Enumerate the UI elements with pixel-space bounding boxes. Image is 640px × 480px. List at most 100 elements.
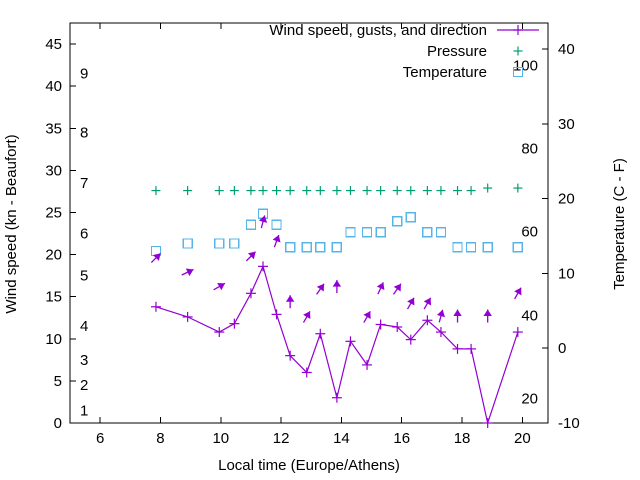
arrow-head xyxy=(393,283,401,292)
legend-label-1[interactable]: Pressure xyxy=(427,43,487,60)
temperature-point xyxy=(182,238,193,249)
arrow-head xyxy=(407,297,415,306)
arrow-head xyxy=(483,309,492,317)
temperature-point xyxy=(245,219,257,231)
x-tick-label: 16 xyxy=(393,430,410,447)
series-temperature xyxy=(150,208,523,257)
wind-direction-arrow xyxy=(514,287,522,300)
y-tick-label: 25 xyxy=(45,204,62,221)
arrow-head xyxy=(247,251,256,260)
arrow-head xyxy=(272,234,281,243)
series-pressure xyxy=(151,183,523,196)
temperature-point xyxy=(375,227,386,238)
x-tick-label: 20 xyxy=(514,430,531,447)
x-tick-label: 8 xyxy=(156,430,164,447)
beaufort-label: 9 xyxy=(80,66,88,83)
y2-tick-label: 40 xyxy=(558,41,575,58)
x-axis-title: Local time (Europe/Athens) xyxy=(218,457,400,474)
y-axis-right-title: Temperature (C - F) xyxy=(611,158,628,290)
y2-tick-label: 20 xyxy=(558,191,575,208)
y-tick-label: 20 xyxy=(45,247,62,264)
wind-direction-arrow xyxy=(436,309,445,323)
x-tick-label: 6 xyxy=(96,430,104,447)
fahrenheit-label: 20 xyxy=(521,390,538,407)
data-series xyxy=(150,183,523,428)
wind-direction-arrow xyxy=(332,280,342,294)
wind-direction-arrow xyxy=(181,268,194,277)
beaufort-label: 8 xyxy=(80,124,88,141)
x-tick-label: 14 xyxy=(333,430,350,447)
x-tick-label: 18 xyxy=(454,430,471,447)
beaufort-label: 1 xyxy=(80,402,88,419)
wind-direction-arrow xyxy=(258,215,268,229)
temperature-point xyxy=(271,219,282,231)
arrow-head xyxy=(332,280,342,287)
arrow-head xyxy=(217,282,225,291)
legend-label-2[interactable]: Temperature xyxy=(403,64,487,81)
legend-square-marker xyxy=(512,66,524,78)
temperature-point xyxy=(392,215,403,227)
temperature-point xyxy=(422,227,433,238)
y-tick-label: 40 xyxy=(45,78,62,95)
fahrenheit-label: 40 xyxy=(521,307,538,324)
y-tick-label: 0 xyxy=(54,415,62,432)
y2-tick-label: -10 xyxy=(558,415,580,432)
arrow-head xyxy=(423,297,432,306)
beaufort-label: 7 xyxy=(80,175,88,192)
x-axis-ticks: 6 8 10 12 14 16 18 20 xyxy=(96,23,531,447)
beaufort-label: 2 xyxy=(80,377,88,394)
temperature-point xyxy=(405,212,416,223)
temperature-point xyxy=(285,242,296,253)
arrow-head xyxy=(185,268,194,277)
y-tick-label: 15 xyxy=(45,289,62,306)
beaufort-label: 6 xyxy=(80,226,88,243)
wind-direction-arrow xyxy=(376,282,385,295)
temperature-point xyxy=(435,227,447,238)
y-axis-left-ticks: 0 5 10 15 20 25 30 35 40 45 xyxy=(45,36,76,432)
temperature-point xyxy=(214,238,225,249)
fahrenheit-label: 60 xyxy=(521,224,538,241)
wind-direction-arrow xyxy=(392,283,402,295)
wind-direction-arrow xyxy=(406,297,415,310)
arrow-head xyxy=(514,287,522,296)
temperature-point xyxy=(465,242,477,253)
y-tick-label: 45 xyxy=(45,36,62,53)
arrow-head xyxy=(376,282,385,291)
y2-tick-label: 0 xyxy=(558,340,566,357)
temperature-point xyxy=(229,238,240,249)
temperature-point xyxy=(315,242,326,253)
y-tick-label: 35 xyxy=(45,120,62,137)
beaufort-label: 3 xyxy=(80,352,88,369)
arrow-head xyxy=(303,311,311,319)
wind-direction-arrow xyxy=(423,297,432,310)
y-tick-label: 10 xyxy=(45,331,62,348)
arrow-head xyxy=(453,309,462,317)
y-axis-left-title: Wind speed (kn - Beaufort) xyxy=(3,134,20,313)
wind-direction-arrow xyxy=(316,283,325,295)
fahrenheit-label: 100 xyxy=(513,58,538,75)
wind-direction-arrow xyxy=(363,310,371,323)
beaufort-label: 4 xyxy=(80,318,88,335)
temperature-point xyxy=(452,242,463,253)
wind-speed-line xyxy=(155,264,519,426)
wind-direction-arrow xyxy=(302,310,311,323)
wind-direction-arrow xyxy=(453,309,462,323)
temperature-point xyxy=(482,242,493,253)
arrow-head xyxy=(363,311,371,319)
y-tick-label: 5 xyxy=(54,373,62,390)
beaufort-scale-labels: 1 2 3 4 5 6 7 8 9 xyxy=(80,66,88,420)
legend-label-0[interactable]: Wind speed, gusts, and direction xyxy=(269,22,487,39)
y2-tick-label: 30 xyxy=(558,116,575,133)
wind-direction-arrow xyxy=(245,251,257,262)
temperature-point xyxy=(361,227,373,238)
fahrenheit-label: 80 xyxy=(521,141,538,158)
temperature-point xyxy=(512,242,523,253)
wind-direction-arrow xyxy=(272,234,281,248)
chart-legend[interactable]: Wind speed, gusts, and direction Pressure… xyxy=(269,22,539,81)
temperature-point xyxy=(331,242,343,253)
x-tick-label: 10 xyxy=(212,430,229,447)
x-tick-label: 12 xyxy=(273,430,290,447)
